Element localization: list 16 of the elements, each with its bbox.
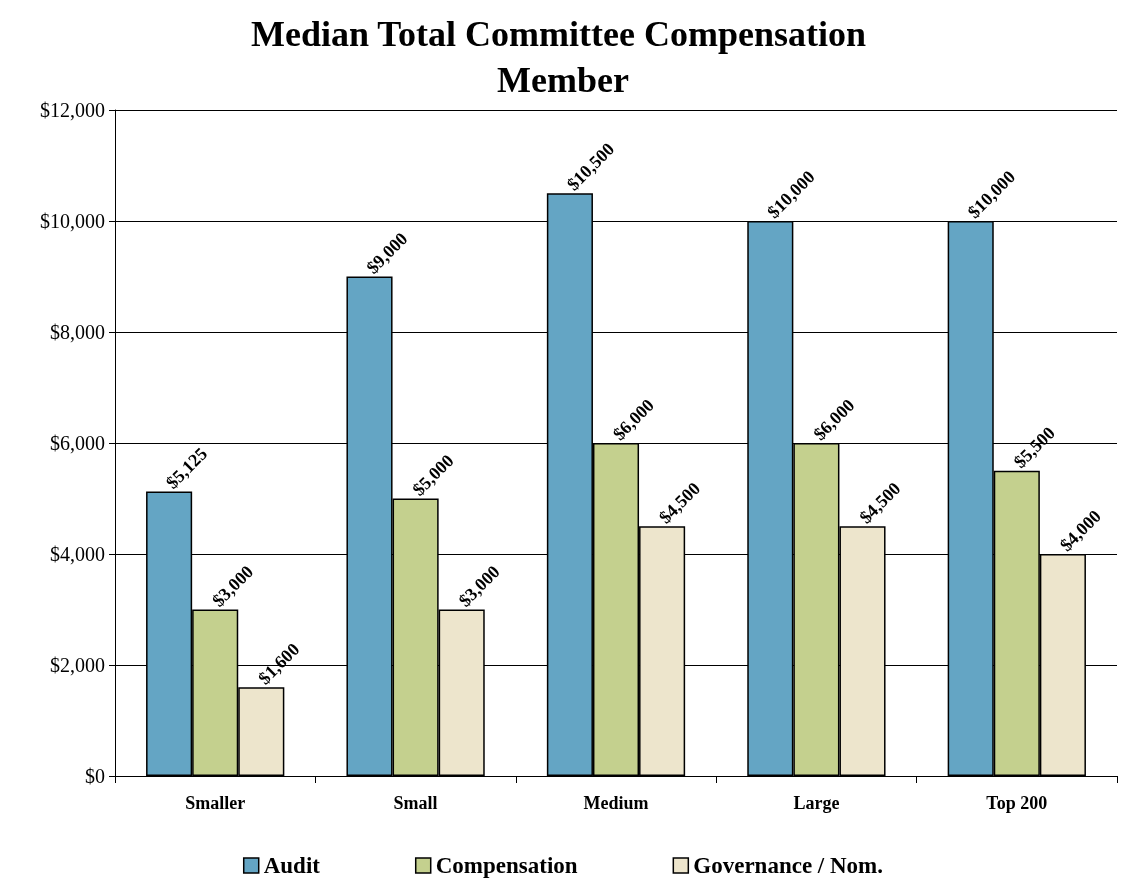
legend-label: Governance / Nom. (693, 853, 884, 878)
y-tick-label: $0 (85, 765, 105, 787)
legend-label: Audit (263, 853, 321, 878)
y-tick-label: $2,000 (50, 654, 105, 676)
chart-title: Median Total Committee Compensation Member (251, 14, 875, 100)
x-tick-label: Smaller (185, 793, 246, 813)
x-tick-label: Large (793, 793, 840, 813)
legend-label: Compensation (435, 853, 578, 878)
x-tick-label: Medium (583, 793, 649, 813)
y-tick-label: $12,000 (40, 99, 105, 121)
x-tick-label: Small (393, 793, 438, 813)
y-tick-label: $6,000 (50, 432, 105, 454)
y-tick-label: $8,000 (50, 321, 105, 343)
x-tick-label: Top 200 (986, 793, 1048, 813)
y-tick-label: $10,000 (40, 210, 105, 232)
y-tick-label: $4,000 (50, 543, 105, 565)
